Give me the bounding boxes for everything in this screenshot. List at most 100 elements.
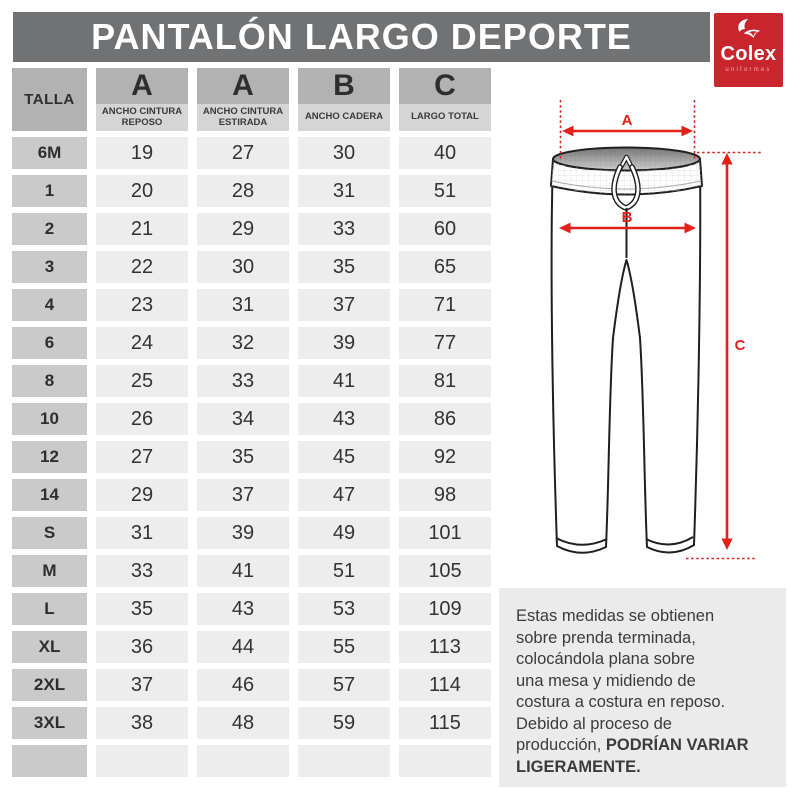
value-cell: 28 xyxy=(197,175,289,207)
value-cell: 43 xyxy=(298,403,390,435)
measurement-note: Estas medidas se obtienen sobre prenda t… xyxy=(499,588,786,787)
value-cell: 55 xyxy=(298,631,390,663)
arrow-b: B xyxy=(559,209,696,234)
label-a: A xyxy=(622,112,633,129)
drawstring xyxy=(611,154,641,258)
value-cell: 86 xyxy=(399,403,491,435)
logo-brand-text: Colex xyxy=(720,43,777,65)
left-cuff-hem xyxy=(555,537,608,546)
value-cell: 35 xyxy=(96,593,188,625)
value-cell: 46 xyxy=(197,669,289,701)
value-cell: 25 xyxy=(96,365,188,397)
value-cell: 23 xyxy=(96,289,188,321)
waistband-texture xyxy=(551,159,702,195)
table-row: 2XL 37 46 57 114 xyxy=(12,669,491,701)
value-cell: 81 xyxy=(399,365,491,397)
value-cell: 60 xyxy=(399,213,491,245)
table-body: 6M 19 27 30 40 1 20 28 31 51 2 21 29 33 60 3 22 30 35 65 4 23… xyxy=(12,137,491,777)
value-cell: 41 xyxy=(197,555,289,587)
value-cell: 59 xyxy=(298,707,390,739)
table-row: 1 20 28 31 51 xyxy=(12,175,491,207)
table-row: 3 22 30 35 65 xyxy=(12,251,491,283)
size-cell xyxy=(12,745,87,777)
header-letter-a1: A xyxy=(96,68,188,104)
value-cell: 47 xyxy=(298,479,390,511)
value-cell: 48 xyxy=(197,707,289,739)
value-cell: 29 xyxy=(197,213,289,245)
size-cell: S xyxy=(12,517,87,549)
header-talla: TALLA xyxy=(12,68,87,131)
value-cell: 49 xyxy=(298,517,390,549)
colex-bird-icon xyxy=(737,18,760,38)
value-cell: 43 xyxy=(197,593,289,625)
header-letter-c: C xyxy=(399,68,491,104)
value-cell: 65 xyxy=(399,251,491,283)
header-desc-a1: ANCHO CINTURA REPOSO xyxy=(96,104,188,131)
logo-tagline-text: uniformes xyxy=(725,67,772,73)
size-cell: 14 xyxy=(12,479,87,511)
label-b: B xyxy=(622,209,633,226)
value-cell: 57 xyxy=(298,669,390,701)
value-cell: 101 xyxy=(399,517,491,549)
colex-logo: Colex uniformes xyxy=(714,13,783,87)
pants-diagram: A B C xyxy=(550,100,762,560)
value-cell: 29 xyxy=(96,479,188,511)
value-cell: 30 xyxy=(197,251,289,283)
table-row: 4 23 31 37 71 xyxy=(12,289,491,321)
value-cell: 33 xyxy=(197,365,289,397)
value-cell: 92 xyxy=(399,441,491,473)
value-cell: 21 xyxy=(96,213,188,245)
value-cell: 105 xyxy=(399,555,491,587)
value-cell: 35 xyxy=(298,251,390,283)
table-row: 3XL 38 48 59 115 xyxy=(12,707,491,739)
size-cell: 3XL xyxy=(12,707,87,739)
table-row xyxy=(12,745,491,777)
size-cell: 12 xyxy=(12,441,87,473)
title-bar: PANTALÓN LARGO DEPORTE xyxy=(13,12,710,62)
note-bold-text: PODRÍAN VARIAR LIGERAMENTE. xyxy=(516,736,749,776)
size-cell: 3 xyxy=(12,251,87,283)
size-cell: 10 xyxy=(12,403,87,435)
table-header: TALLA A A B C ANCHO CINTURA REPOSO ANCHO… xyxy=(12,68,491,131)
table-row: 10 26 34 43 86 xyxy=(12,403,491,435)
value-cell: 31 xyxy=(197,289,289,321)
value-cell: 40 xyxy=(399,137,491,169)
table-row: XL 36 44 55 113 xyxy=(12,631,491,663)
value-cell: 35 xyxy=(197,441,289,473)
value-cell: 32 xyxy=(197,327,289,359)
size-cell: L xyxy=(12,593,87,625)
value-cell: 114 xyxy=(399,669,491,701)
size-cell: 8 xyxy=(12,365,87,397)
value-cell xyxy=(197,745,289,777)
value-cell: 109 xyxy=(399,593,491,625)
header-letter-b: B xyxy=(298,68,390,104)
value-cell: 39 xyxy=(298,327,390,359)
page-title: PANTALÓN LARGO DEPORTE xyxy=(91,16,632,57)
size-cell: 6M xyxy=(12,137,87,169)
value-cell: 20 xyxy=(96,175,188,207)
label-c: C xyxy=(735,337,746,354)
value-cell: 33 xyxy=(298,213,390,245)
size-cell: 1 xyxy=(12,175,87,207)
arrow-a: A xyxy=(562,112,693,137)
table-row: S 31 39 49 101 xyxy=(12,517,491,549)
waistband-stitch xyxy=(551,180,702,190)
note-text: Estas medidas se obtienen sobre prenda t… xyxy=(516,607,726,754)
size-cell: 4 xyxy=(12,289,87,321)
value-cell: 30 xyxy=(298,137,390,169)
value-cell: 37 xyxy=(298,289,390,321)
value-cell: 37 xyxy=(96,669,188,701)
value-cell: 38 xyxy=(96,707,188,739)
value-cell: 71 xyxy=(399,289,491,321)
value-cell: 113 xyxy=(399,631,491,663)
value-cell: 26 xyxy=(96,403,188,435)
value-cell: 31 xyxy=(96,517,188,549)
value-cell: 37 xyxy=(197,479,289,511)
value-cell xyxy=(298,745,390,777)
value-cell: 98 xyxy=(399,479,491,511)
value-cell: 45 xyxy=(298,441,390,473)
size-cell: M xyxy=(12,555,87,587)
table-row: 6M 19 27 30 40 xyxy=(12,137,491,169)
header-desc-a2: ANCHO CINTURA ESTIRADA xyxy=(197,104,289,131)
value-cell: 39 xyxy=(197,517,289,549)
